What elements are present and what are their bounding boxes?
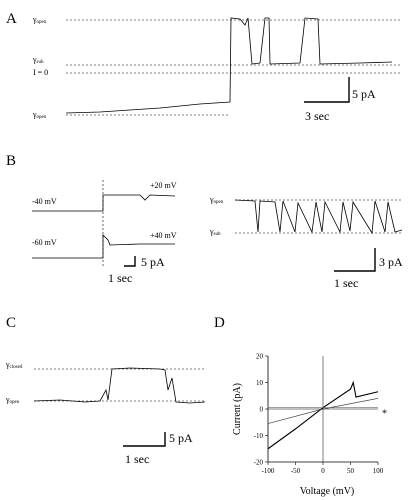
panel-b-right-trace xyxy=(234,199,403,235)
panel-b-v-plus20: +20 mV xyxy=(150,181,177,190)
iv-x-axis-label: Voltage (mV) xyxy=(300,486,355,497)
iv-x-tick-label: 50 xyxy=(347,467,355,475)
panel-a-scale-time: 3 sec xyxy=(305,109,329,123)
panel-b-v-minus60: -60 mV xyxy=(32,238,57,247)
panel-a: A γopen γsub I = 0 γopen 5 pA 3 sec xyxy=(6,11,400,123)
iv-y-tick-label: 0 xyxy=(260,406,264,414)
panel-c-scale-time: 1 sec xyxy=(125,452,149,466)
panel-b-trace-minus60-plus40 xyxy=(32,234,175,259)
panel-b-v-plus40: +40 mV xyxy=(150,231,177,240)
panel-b: B -40 mV +20 mV -60 mV +40 mV 5 pA 1 sec… xyxy=(6,153,403,290)
panel-b-trace-minus40-plus20 xyxy=(32,194,176,212)
iv-series-line xyxy=(267,380,379,450)
panel-c-scale-current: 5 pA xyxy=(169,431,193,445)
iv-x-tick-label: -50 xyxy=(291,467,301,475)
panel-b-left-scale-bar xyxy=(124,256,136,267)
iv-y-tick-label: 20 xyxy=(256,353,264,361)
panel-a-sub-label: γsub xyxy=(32,55,44,65)
iv-asterisk: * xyxy=(382,408,387,419)
panel-c-closed-label: γclosed xyxy=(5,360,23,370)
panel-c: C γclosed γopen 5 pA 1 sec xyxy=(5,315,206,466)
iv-y-tick-label: -20 xyxy=(254,459,264,467)
panel-a-zero-label: I = 0 xyxy=(33,68,48,77)
iv-y-tick-label: -10 xyxy=(254,432,264,440)
panel-a-letter: A xyxy=(6,11,17,27)
panel-a-scale-bar xyxy=(304,77,350,103)
panel-c-trace xyxy=(33,367,206,404)
panel-a-open-top-label: γopen xyxy=(32,15,47,25)
iv-y-tick-label: 10 xyxy=(256,379,264,387)
iv-x-tick-label: -100 xyxy=(262,467,275,475)
panel-d-letter: D xyxy=(214,315,225,331)
panel-a-current-trace xyxy=(65,17,393,114)
panel-c-open-label: γopen xyxy=(5,395,20,405)
panel-a-scale-current: 5 pA xyxy=(352,87,376,101)
panel-b-open-label: γopen xyxy=(209,195,224,205)
panel-b-letter: B xyxy=(6,153,16,169)
panel-b-right-scale-time: 1 sec xyxy=(334,276,358,290)
panel-b-sub-label: γsub xyxy=(209,227,221,237)
panel-b-right-scale-bar xyxy=(334,248,376,272)
panel-b-left-scale-current: 5 pA xyxy=(141,255,165,269)
iv-y-axis-label: Current (pA) xyxy=(232,383,243,435)
iv-x-tick-label: 0 xyxy=(321,467,325,475)
panel-b-v-minus40: -40 mV xyxy=(32,197,57,206)
panel-b-right-scale-current: 3 pA xyxy=(379,255,403,269)
panel-b-left-scale-time: 1 sec xyxy=(108,271,132,285)
iv-series-line xyxy=(267,398,379,424)
panel-c-scale-bar xyxy=(123,432,166,447)
iv-x-tick-label: 100 xyxy=(373,467,384,475)
panel-a-open-bottom-label: γopen xyxy=(32,110,47,120)
panel-c-letter: C xyxy=(6,315,16,331)
